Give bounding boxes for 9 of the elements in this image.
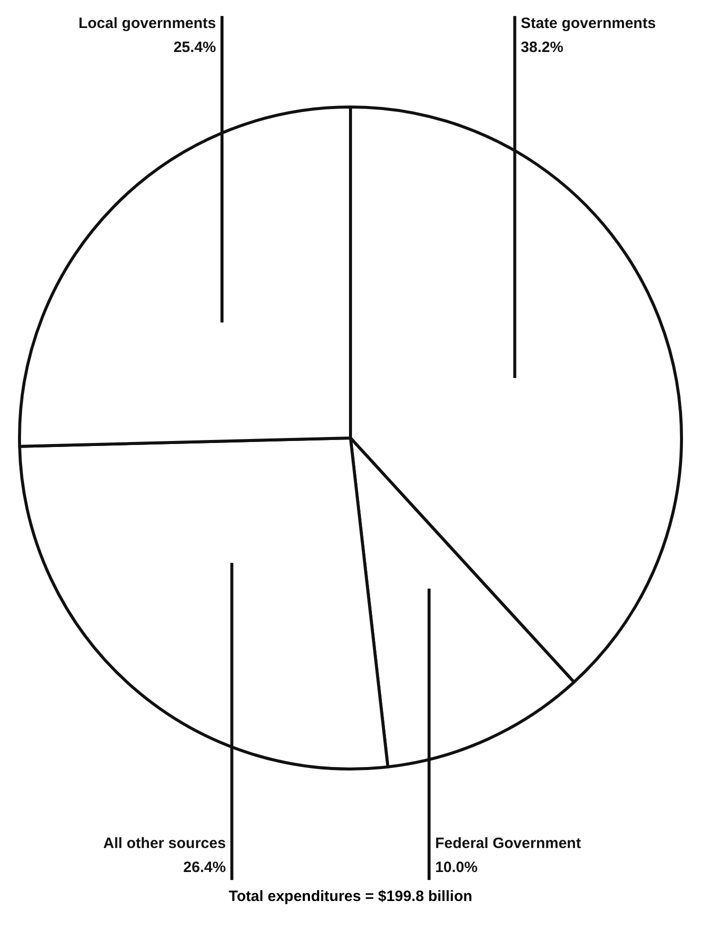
data-label: 10.0%: [435, 859, 478, 876]
slice-label: State governments: [520, 15, 656, 32]
slice-label: All other sources: [103, 835, 226, 852]
slice-label: Local governments: [78, 15, 216, 32]
data-label: 38.2%: [520, 39, 564, 56]
data-label: 26.4%: [183, 859, 226, 876]
slice-label: Federal Government: [435, 835, 581, 852]
text: Total expenditures = $199.8 billion: [228, 888, 474, 905]
data-label: 25.4%: [173, 39, 216, 56]
